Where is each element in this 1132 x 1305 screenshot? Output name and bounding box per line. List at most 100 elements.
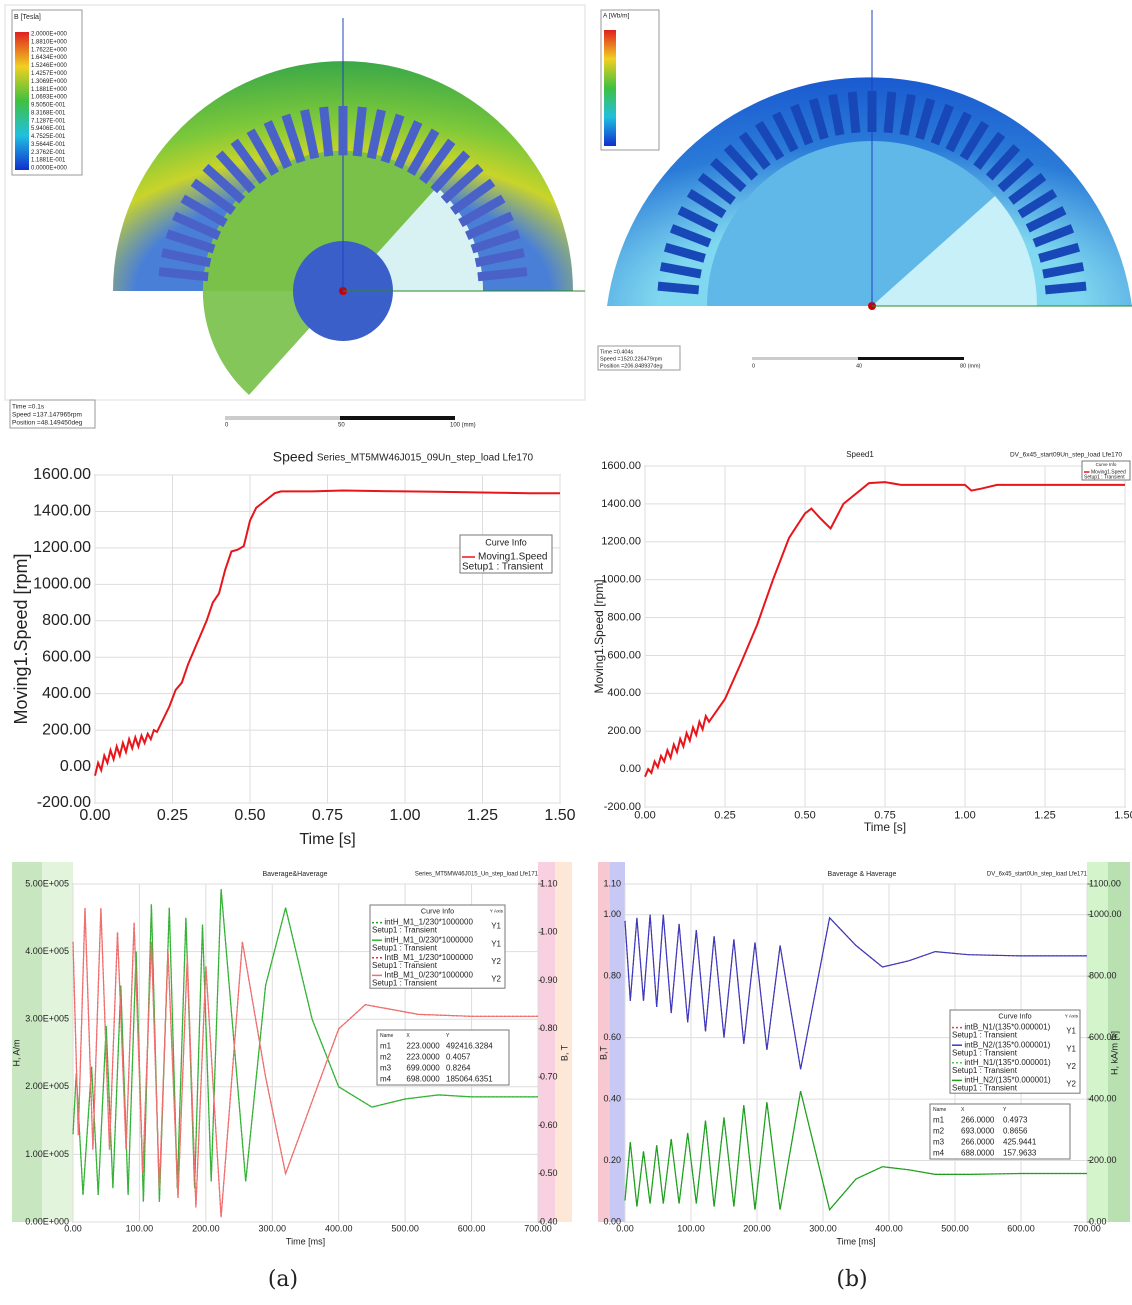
legend-note: Setup1 : Transient: [952, 1084, 1018, 1093]
legend-label: Moving1.Speed: [1091, 469, 1126, 475]
slot: [738, 131, 771, 170]
x-tick-label: 0.25: [157, 807, 188, 824]
slot: [754, 120, 785, 161]
colorbar-label: 1.4257E+000: [31, 71, 68, 77]
slot: [1008, 172, 1047, 205]
slot: [161, 248, 212, 268]
y-tick-label: 1.00: [603, 909, 621, 919]
legend-note: Setup1 : Transient: [952, 1048, 1018, 1057]
legend-axis: Y2: [491, 975, 501, 984]
series-line: [644, 481, 1125, 778]
colorbar-label: 4.7525E-001: [31, 134, 66, 140]
slot: [973, 131, 1006, 170]
y2-tick-label: 0.70: [540, 1072, 558, 1082]
y-tick-label: 1000.00: [33, 576, 91, 593]
legend-label: IntB_M1_0/230*1000000: [384, 971, 473, 980]
status: Position =48.149450deg: [12, 420, 83, 427]
status-box: [597, 345, 681, 371]
table-header: X: [406, 1033, 410, 1039]
status: Position =206.848937deg: [600, 363, 663, 369]
y-tick-label: 1.00E+005: [25, 1149, 69, 1159]
slot: [450, 178, 496, 215]
colorbar: [15, 32, 29, 170]
table-cell: 185064.6351: [446, 1075, 493, 1084]
x-tick-label: 400.00: [875, 1224, 903, 1234]
table-cell: 0.8656: [1003, 1127, 1028, 1136]
table-cell: 698.0000: [406, 1075, 440, 1084]
slot: [657, 281, 700, 295]
slot: [790, 103, 814, 146]
x-tick-label: 0.00: [634, 810, 655, 822]
colorbar-label: 1.1881E+000: [31, 87, 68, 93]
slot: [847, 91, 861, 134]
table-box: [929, 1103, 1071, 1160]
legend-note: Setup1 : Transient: [372, 926, 438, 935]
x-tick-label: 300.00: [809, 1224, 837, 1234]
fea-image-b: A [Wb/m] Time =0.404s Speed =1520.226479…: [595, 5, 1132, 380]
band: [12, 862, 42, 1222]
status: Speed =137.147965rpm: [12, 412, 82, 419]
band: [1108, 862, 1130, 1222]
chart-title: Speed: [273, 449, 313, 465]
slot: [380, 113, 405, 164]
y-axis-label: H, A/m: [11, 1039, 21, 1066]
y2-tick-label: 0.90: [540, 975, 558, 985]
band: [555, 862, 572, 1222]
chart-subtitle: Series_MT5MW46J015_09Un_step_load Lfe170: [317, 453, 534, 464]
scale-bar: [752, 357, 858, 360]
table-cell: m2: [380, 1053, 392, 1062]
x-tick-label: 0.50: [794, 810, 815, 822]
y2-tick-label: 0.60: [540, 1120, 558, 1130]
x-tick-label: 700.00: [1073, 1224, 1101, 1234]
slot: [883, 91, 897, 134]
colorbar-label: 1.5246E+000: [31, 63, 68, 69]
legend-axis-header: Y Axis: [490, 909, 504, 915]
slot: [394, 120, 423, 169]
slot: [458, 194, 506, 228]
x-tick-label: 0.00: [64, 1224, 82, 1234]
legend-note: Setup1 : Transient: [1084, 474, 1125, 480]
slot: [477, 267, 528, 282]
y2-tick-label: 200.00: [1089, 1155, 1117, 1165]
y2-axis-label: B, T: [559, 1044, 569, 1061]
x-tick-label: 1.00: [954, 810, 975, 822]
y-tick-label: 0.60: [603, 1032, 621, 1042]
legend-axis: Y2: [1066, 1062, 1076, 1071]
y-tick-label: 200.00: [42, 721, 91, 738]
slot: [808, 97, 829, 140]
x-tick-label: 500.00: [941, 1224, 969, 1234]
legend-title: A [Wb/m]: [603, 13, 630, 20]
table-cell: m4: [380, 1075, 392, 1084]
slot: [366, 109, 386, 160]
legend-note: Setup1 : Transient: [952, 1031, 1018, 1040]
legend-axis: Y1: [491, 922, 501, 931]
slot: [246, 128, 280, 176]
series-line: [72, 889, 538, 1202]
x-tick-label: 1.50: [1114, 810, 1132, 822]
slot: [915, 97, 936, 140]
caption: (b): [836, 1267, 867, 1292]
series-line: [624, 1090, 1087, 1211]
slot: [202, 163, 246, 204]
slot: [1025, 206, 1067, 233]
status: Speed =1520.226479rpm: [600, 356, 663, 362]
x-tick-label: 500.00: [391, 1224, 419, 1234]
table-cell: m1: [933, 1116, 945, 1125]
y-tick-label: 0.40: [603, 1093, 621, 1103]
table-cell: m3: [380, 1064, 392, 1073]
table-cell: m3: [933, 1138, 945, 1147]
table-cell: 266.0000: [961, 1116, 995, 1125]
slot: [470, 229, 521, 254]
slot: [158, 267, 209, 282]
slot: [710, 157, 747, 193]
legend-label: IntB_M1_1/230*1000000: [384, 953, 473, 962]
y-tick-label: 0.00E+000: [25, 1216, 69, 1226]
table-cell: m1: [380, 1042, 392, 1051]
table-cell: 693.0000: [961, 1127, 995, 1136]
legend-note: Setup1 : Transient: [462, 562, 543, 573]
slot: [300, 109, 320, 160]
x-tick-label: 200.00: [743, 1224, 771, 1234]
y-tick-label: 1000.00: [601, 574, 641, 586]
colorbar-label: 1.0693E+000: [31, 95, 68, 101]
x-tick-label: 1.00: [389, 807, 420, 824]
